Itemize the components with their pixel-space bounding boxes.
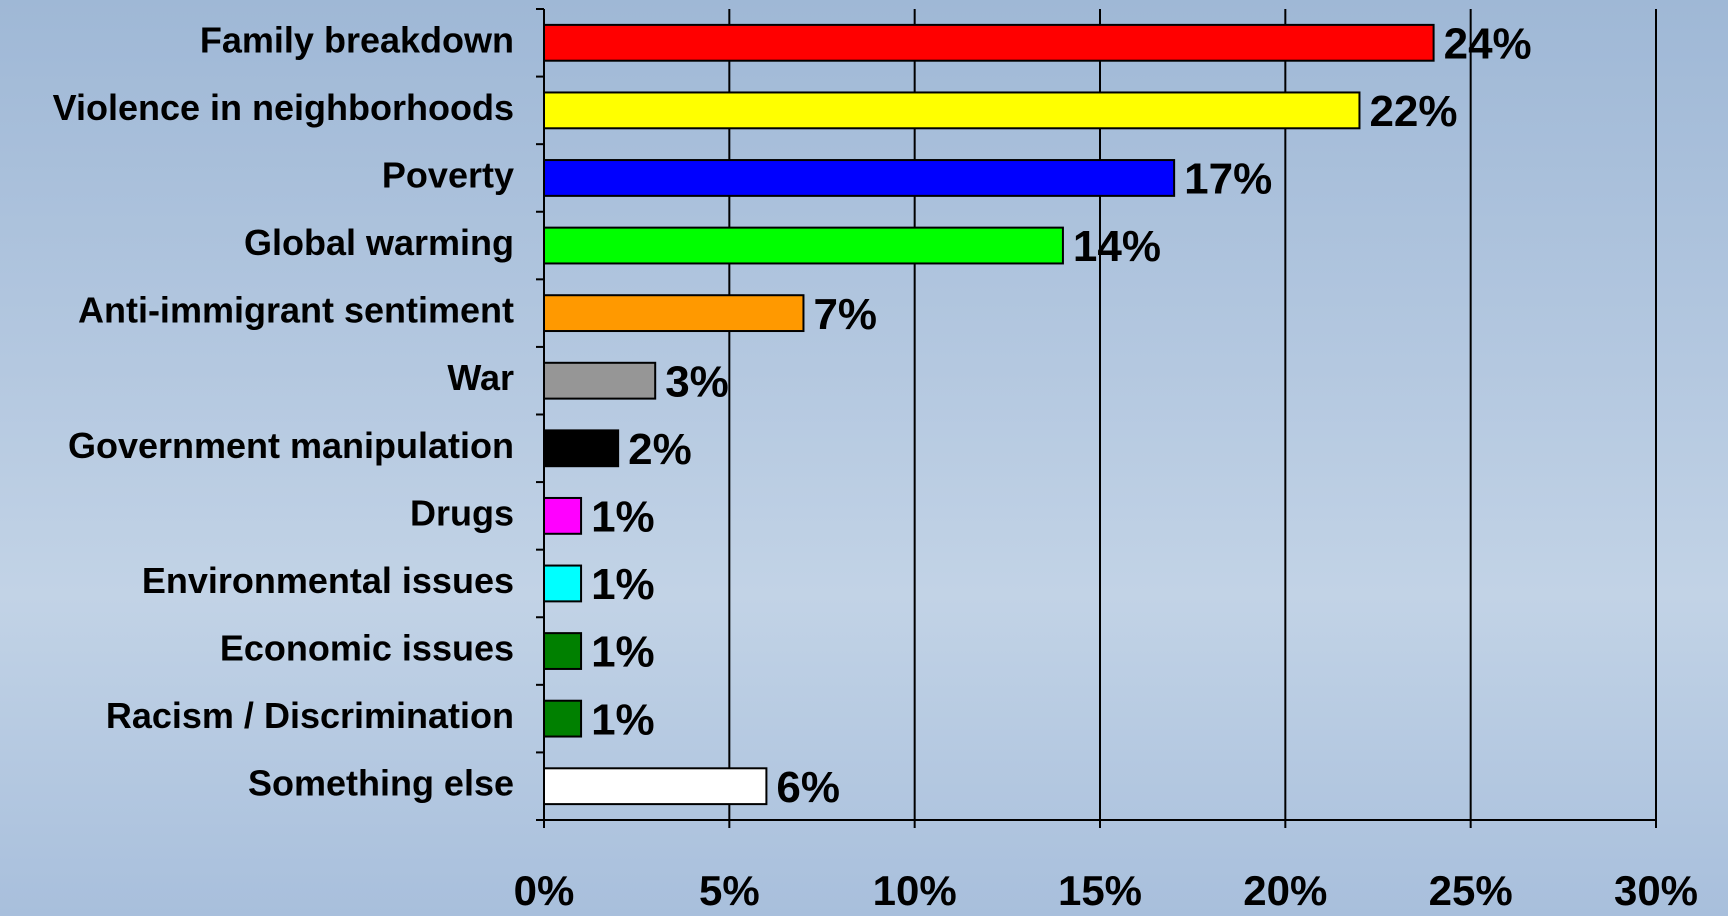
- x-tick-label: 20%: [1243, 867, 1327, 914]
- value-label: 14%: [1073, 222, 1161, 271]
- y-tick-label: Drugs: [410, 492, 514, 533]
- bar: [543, 159, 1176, 197]
- y-tick-label: Racism / Discrimination: [106, 695, 514, 736]
- y-tick-label: Something else: [248, 763, 514, 804]
- y-tick-label: Anti-immigrant sentiment: [78, 290, 514, 331]
- value-label: 3%: [665, 357, 729, 406]
- y-tick-label: Government manipulation: [68, 425, 514, 466]
- value-label: 1%: [591, 560, 655, 609]
- value-label: 22%: [1369, 87, 1457, 136]
- y-tick-label: Global warming: [244, 222, 514, 263]
- value-label: 1%: [591, 493, 655, 542]
- x-tick-label: 10%: [873, 867, 957, 914]
- bar: [543, 294, 805, 333]
- bar: [543, 23, 1435, 62]
- bar: [543, 429, 620, 468]
- y-tick-label: Environmental issues: [142, 560, 514, 601]
- value-label: 2%: [628, 425, 692, 474]
- value-label: 24%: [1444, 19, 1532, 68]
- value-label: 17%: [1184, 155, 1272, 204]
- value-label: 1%: [591, 628, 655, 677]
- x-tick-label: 5%: [699, 867, 760, 914]
- y-tick-label: Family breakdown: [200, 19, 514, 60]
- y-tick-label: Poverty: [382, 154, 514, 195]
- value-label: 7%: [813, 290, 877, 339]
- y-tick-label: Economic issues: [220, 628, 514, 669]
- value-label: 6%: [776, 763, 840, 812]
- x-tick-label: 15%: [1058, 867, 1142, 914]
- x-tick-label: 25%: [1429, 867, 1513, 914]
- value-label: 1%: [591, 695, 655, 744]
- bar: [543, 564, 583, 603]
- bar: [543, 632, 583, 670]
- bar: [543, 699, 583, 738]
- bar: [543, 767, 768, 806]
- x-tick-label: 30%: [1614, 867, 1698, 914]
- y-tick-label: War: [447, 357, 514, 398]
- y-tick-label: Violence in neighborhoods: [53, 87, 514, 128]
- bar: [543, 91, 1361, 130]
- bar: [543, 496, 583, 535]
- bar: [543, 361, 657, 400]
- x-tick-label: 0%: [514, 867, 575, 914]
- bar: [543, 226, 1064, 265]
